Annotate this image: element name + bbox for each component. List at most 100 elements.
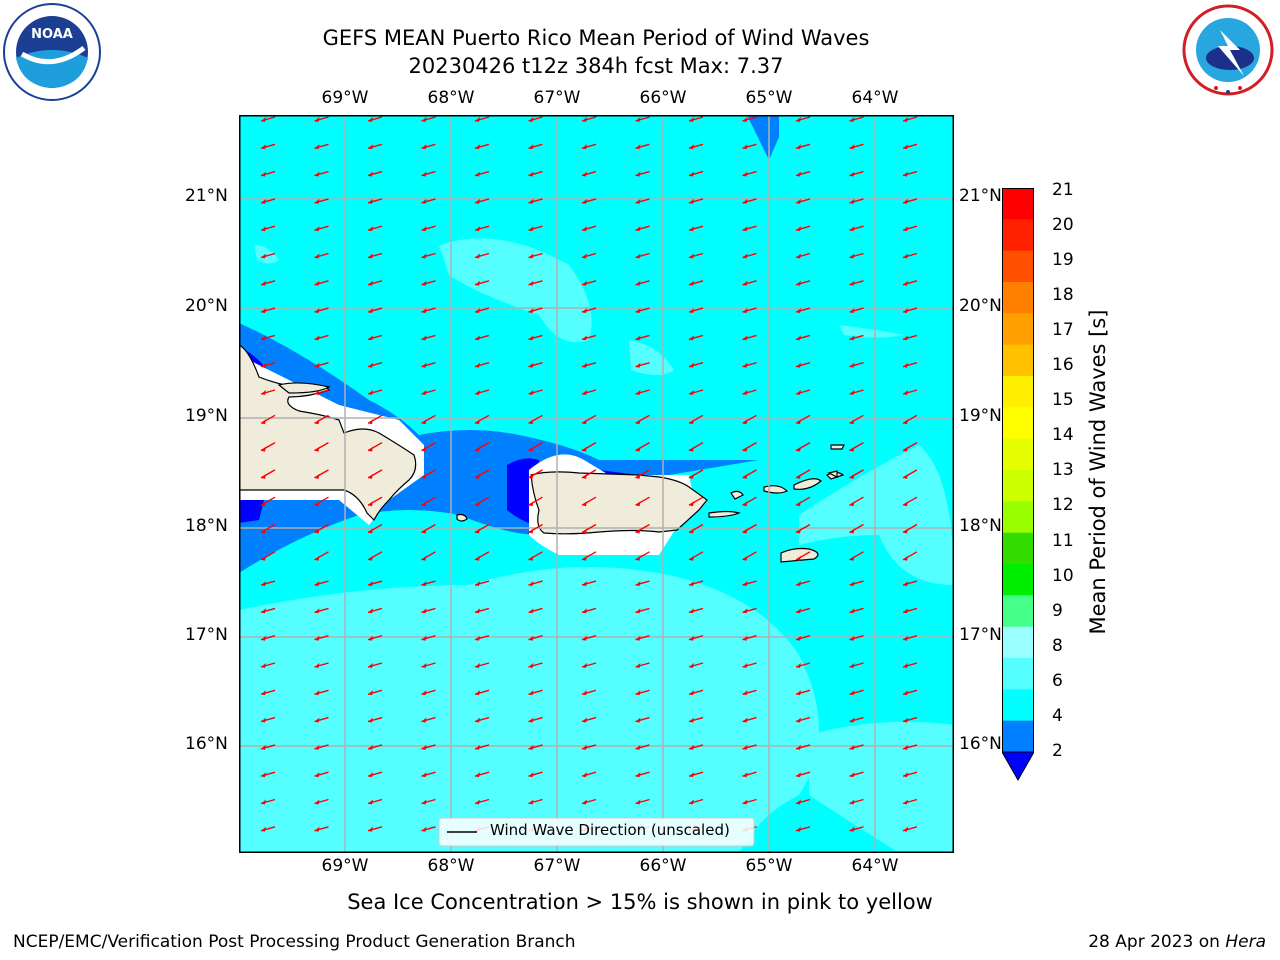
wind-wave-arrowhead	[849, 362, 855, 368]
wind-wave-arrowhead	[849, 635, 855, 641]
wind-wave-arrowhead	[582, 690, 587, 696]
wind-wave-arrowhead	[582, 280, 587, 286]
wind-wave-arrowhead	[903, 501, 908, 507]
lat-label-left-20n: 20°N	[185, 296, 228, 316]
wind-wave-arrowhead	[314, 226, 320, 232]
wind-wave-arrowhead	[689, 280, 694, 286]
wind-wave-arrowhead	[849, 226, 855, 232]
wind-wave-arrowhead	[742, 198, 748, 204]
wind-wave-arrowhead	[475, 635, 480, 641]
lat-label-right-16n: 16°N	[959, 734, 1002, 754]
wind-wave-arrowhead	[635, 608, 641, 614]
wind-wave-arrowhead	[742, 528, 748, 534]
wind-wave-arrowhead	[903, 608, 908, 614]
lat-label-right-18n: 18°N	[959, 516, 1002, 536]
wind-wave-arrowhead	[689, 501, 694, 507]
wind-wave-arrowhead	[689, 253, 694, 259]
wind-wave-arrowhead	[528, 226, 534, 232]
wind-wave-arrowhead	[635, 501, 641, 507]
wind-wave-arrowhead	[796, 253, 801, 259]
wind-wave-arrowhead	[689, 473, 694, 479]
wind-wave-arrowhead	[261, 390, 266, 395]
wind-wave-arrowhead	[742, 226, 748, 232]
wind-wave-arrowhead	[635, 253, 641, 259]
wind-wave-arrowhead	[582, 362, 587, 368]
wind-wave-arrowhead	[635, 717, 641, 723]
wind-wave-arrowhead	[849, 690, 855, 696]
wind-wave-arrowhead	[849, 826, 855, 832]
wind-wave-arrowhead	[261, 528, 266, 534]
wind-wave-arrowhead	[368, 663, 373, 668]
wind-wave-arrowhead	[903, 690, 908, 696]
colorbar-segment	[1002, 626, 1034, 659]
wind-wave-arrowhead	[849, 528, 855, 534]
wind-wave-arrowhead	[261, 198, 266, 204]
wind-wave-arrowhead	[368, 198, 373, 204]
lon-label-bottom-65w: 65°W	[745, 856, 793, 876]
wind-wave-arrowhead	[796, 501, 801, 507]
wind-wave-arrowhead	[314, 446, 320, 452]
wind-wave-arrowhead	[635, 446, 641, 452]
wind-wave-arrowhead	[903, 555, 908, 561]
wind-wave-arrowhead	[903, 799, 908, 805]
colorbar-tick-17: 17	[1052, 320, 1074, 340]
wind-wave-arrowhead	[261, 826, 266, 832]
wind-wave-arrowhead	[368, 799, 373, 805]
colorbar-segment	[1002, 313, 1034, 346]
wind-wave-arrowhead	[582, 501, 587, 507]
wind-wave-arrowhead	[903, 362, 908, 368]
wind-wave-arrowhead	[475, 144, 480, 150]
wind-wave-arrowhead	[368, 117, 373, 122]
wind-wave-arrowhead	[903, 198, 908, 204]
wind-wave-arrowhead	[261, 555, 266, 561]
wind-wave-arrowhead	[261, 690, 266, 696]
wind-wave-arrowhead	[421, 581, 427, 587]
wind-wave-arrowhead	[742, 280, 748, 286]
wind-wave-arrowhead	[849, 501, 855, 507]
map-frame	[239, 115, 954, 853]
wind-wave-arrowhead	[689, 446, 694, 452]
wind-wave-arrowhead	[796, 581, 801, 587]
wind-wave-arrowhead	[635, 419, 641, 425]
wind-wave-arrowhead	[796, 198, 801, 204]
wind-wave-arrowhead	[742, 717, 748, 723]
wind-wave-arrowhead	[582, 581, 587, 587]
wind-wave-arrowhead	[796, 772, 801, 778]
wind-wave-arrowhead	[368, 308, 373, 314]
wind-wave-arrowhead	[368, 446, 373, 452]
wind-wave-arrowhead	[903, 308, 908, 314]
wind-wave-arrowhead	[635, 690, 641, 696]
wind-wave-arrowhead	[421, 473, 427, 479]
graticule	[239, 115, 954, 853]
wind-wave-arrowhead	[528, 144, 534, 150]
wind-wave-arrowhead	[475, 663, 480, 668]
wind-wave-arrowhead	[582, 171, 587, 177]
wind-wave-arrowhead	[742, 446, 748, 452]
wind-wave-arrowhead	[689, 690, 694, 696]
wind-wave-arrowhead	[368, 690, 373, 696]
wind-wave-arrowhead	[475, 799, 480, 805]
wind-wave-arrowhead	[314, 280, 320, 286]
wind-wave-arrowhead	[421, 772, 427, 778]
wind-wave-arrowhead	[689, 144, 694, 150]
lon-label-bottom-66w: 66°W	[639, 856, 687, 876]
lon-label-top-66w: 66°W	[639, 88, 687, 108]
wind-wave-arrowhead	[635, 581, 641, 587]
wind-wave-arrowhead	[261, 308, 266, 314]
lon-label-top-68w: 68°W	[427, 88, 475, 108]
wind-wave-arrowhead	[475, 555, 480, 561]
wind-wave-arrowhead	[421, 171, 427, 177]
wind-wave-arrowhead	[368, 280, 373, 286]
wind-wave-arrowhead	[475, 308, 480, 314]
wind-wave-arrowhead	[314, 171, 320, 177]
wind-wave-arrowhead	[421, 501, 427, 507]
wind-wave-arrowhead	[635, 744, 641, 750]
wind-wave-arrowhead	[261, 581, 266, 587]
wind-wave-arrowhead	[742, 581, 748, 587]
wind-wave-arrowhead	[796, 446, 801, 452]
footer-date-text: 28 Apr 2023 on	[1088, 932, 1226, 952]
wind-wave-arrowhead	[635, 473, 641, 479]
wind-wave-arrowhead	[368, 226, 373, 232]
wind-wave-arrowhead	[528, 473, 534, 479]
wind-wave-arrowhead	[261, 419, 266, 425]
